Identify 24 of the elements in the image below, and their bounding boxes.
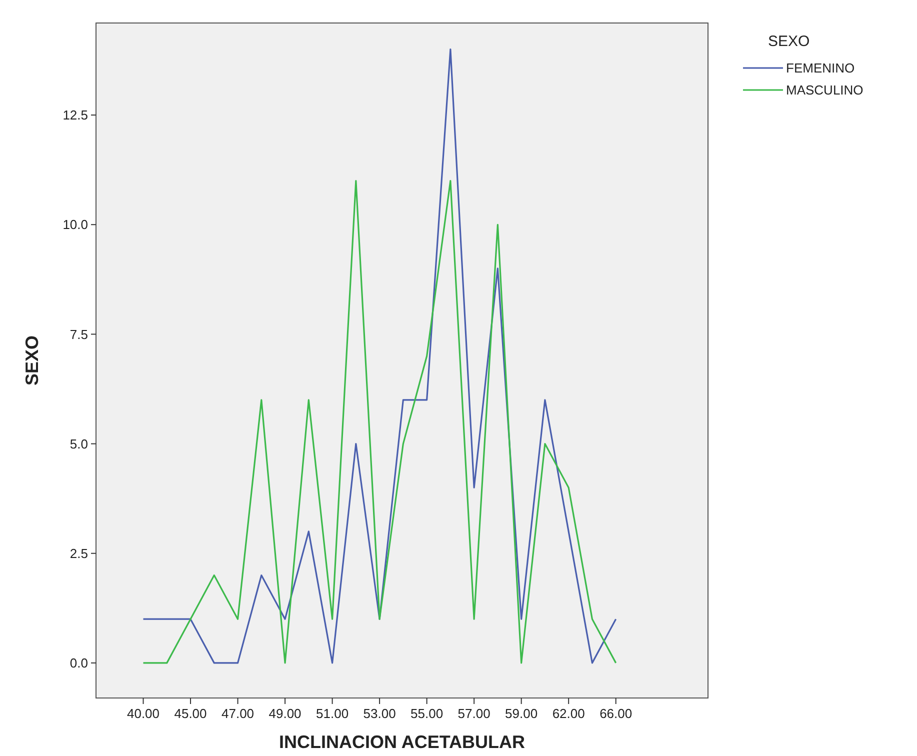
x-tick-label: 62.00 xyxy=(552,706,585,721)
x-tick-label: 49.00 xyxy=(268,706,302,721)
y-tick-label: 2.5 xyxy=(70,546,88,561)
x-tick-label: 59.00 xyxy=(505,706,538,721)
x-tick-label: 47.00 xyxy=(222,706,254,721)
y-tick-label: 10.0 xyxy=(62,217,88,232)
line-series xyxy=(142,48,617,664)
legend-label: FEMENINO xyxy=(786,60,855,76)
x-tick-label: 40.00 xyxy=(126,706,160,721)
legend-label: MASCULINO xyxy=(786,82,864,98)
line-series xyxy=(142,180,617,664)
y-tick-label: 5.0 xyxy=(70,436,88,452)
x-tick-label: 55.00 xyxy=(410,706,444,721)
x-tick-label: 45.00 xyxy=(174,706,207,721)
x-axis-title: INCLINACION ACETABULAR xyxy=(279,732,525,752)
x-tick-label: 53.00 xyxy=(363,706,396,721)
x-tick-label: 57.00 xyxy=(458,706,490,721)
legend-title: SEXO xyxy=(768,33,810,50)
x-tick-label: 51.00 xyxy=(316,706,349,721)
y-tick-label: 7.5 xyxy=(70,326,88,342)
y-tick-label: 12.5 xyxy=(62,108,88,123)
y-tick-label: 0.0 xyxy=(70,655,88,670)
x-tick-label: 66.00 xyxy=(600,706,632,721)
y-axis-title: SEXO xyxy=(22,335,42,386)
